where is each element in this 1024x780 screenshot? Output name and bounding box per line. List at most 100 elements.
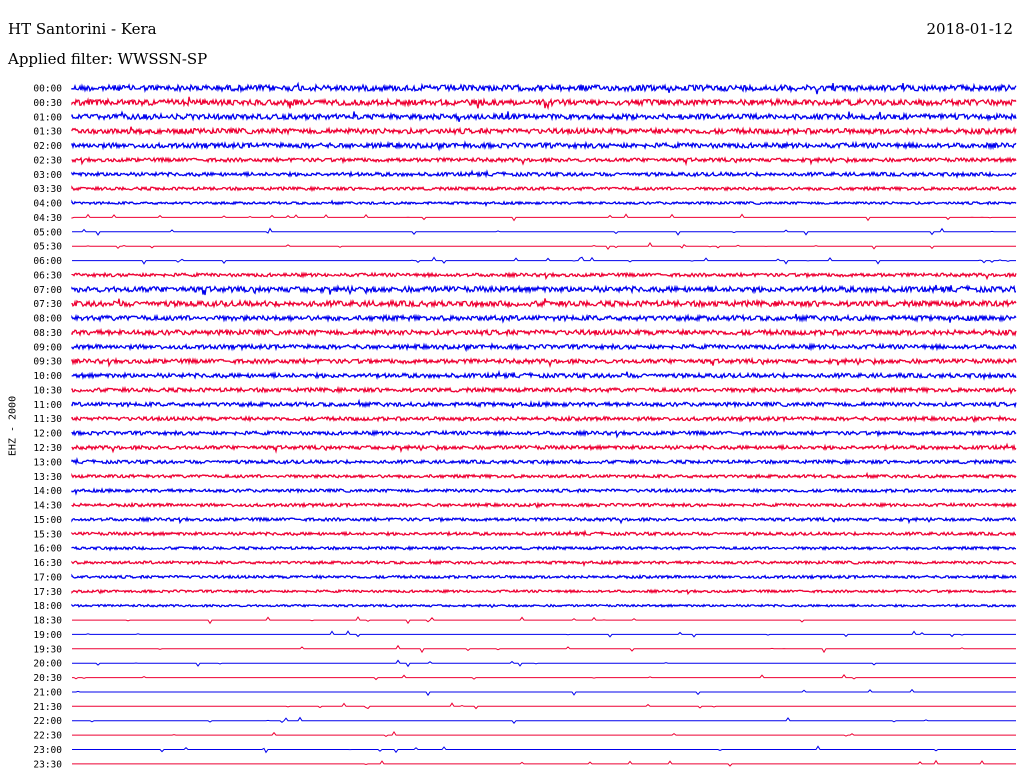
- row-time-label: 12:00: [33, 429, 62, 440]
- trace-row: [71, 271, 1017, 281]
- row-time-label: 07:00: [33, 285, 62, 296]
- trace-row: [71, 126, 1017, 137]
- row-time-label: 01:30: [33, 127, 62, 138]
- row-time-label: 10:00: [33, 371, 62, 382]
- trace-row: [72, 659, 1016, 668]
- trace-row: [71, 81, 1017, 95]
- row-time-label: 10:30: [33, 385, 62, 396]
- trace-row: [72, 759, 1016, 767]
- trace-row: [71, 369, 1017, 381]
- trace-row: [71, 487, 1016, 496]
- trace-row: [71, 313, 1017, 324]
- trace-row: [71, 342, 1017, 353]
- trace-row: [71, 516, 1017, 525]
- trace-row: [71, 199, 1017, 208]
- trace-row: [72, 702, 1016, 710]
- trace-row: [72, 644, 1016, 654]
- row-time-label: 14:30: [33, 501, 62, 512]
- row-time-label: 02:00: [33, 141, 62, 152]
- row-time-label: 03:30: [33, 184, 62, 195]
- trace-row: [72, 630, 1016, 638]
- row-time-label: 19:30: [33, 644, 62, 655]
- row-time-label: 14:00: [33, 486, 62, 497]
- row-time-label: 17:00: [33, 572, 62, 583]
- row-time-label: 04:30: [33, 213, 62, 224]
- row-time-label: 19:00: [33, 630, 62, 641]
- row-time-label: 18:00: [33, 601, 62, 612]
- trace-row: [72, 227, 1016, 236]
- trace-row: [72, 730, 1016, 737]
- trace-row: [71, 558, 1017, 568]
- row-time-label: 05:00: [33, 227, 62, 238]
- trace-row: [71, 185, 1017, 193]
- row-time-label: 15:00: [33, 515, 62, 526]
- row-time-label: 02:30: [33, 155, 62, 166]
- row-time-label: 13:00: [33, 457, 62, 468]
- trace-row: [71, 501, 1017, 509]
- row-time-label: 23:30: [33, 759, 62, 770]
- row-time-label: 22:00: [33, 716, 62, 727]
- station-title: HT Santorini - Kera: [8, 20, 157, 38]
- row-time-label: 20:30: [33, 673, 62, 684]
- row-time-label: 08:30: [33, 328, 62, 339]
- row-time-label: 17:30: [33, 587, 62, 598]
- trace-row: [71, 414, 1017, 424]
- trace-row: [71, 156, 1017, 167]
- row-time-label: 09:30: [33, 357, 62, 368]
- trace-row: [72, 616, 1016, 625]
- row-time-label: 08:00: [33, 314, 62, 325]
- trace-row: [71, 529, 1017, 538]
- trace-row: [71, 356, 1017, 369]
- row-time-label: 22:30: [33, 731, 62, 742]
- trace-row: [71, 110, 1017, 122]
- trace-row: [71, 573, 1017, 581]
- trace-row: [71, 385, 1017, 395]
- row-time-label: 11:30: [33, 414, 62, 425]
- trace-row: [71, 442, 1017, 454]
- trace-row: [71, 471, 1017, 480]
- row-time-label: 20:00: [33, 659, 62, 670]
- trace-row: [72, 256, 1016, 265]
- trace-row: [71, 603, 1017, 609]
- row-time-label: 07:30: [33, 299, 62, 310]
- trace-row: [71, 588, 1017, 596]
- row-time-label: 21:30: [33, 702, 62, 713]
- trace-row: [72, 716, 1016, 725]
- trace-row: [72, 242, 1016, 250]
- trace-row: [72, 745, 1016, 754]
- row-time-label: 13:30: [33, 472, 62, 483]
- trace-row: [71, 298, 1017, 309]
- row-time-label: 01:00: [33, 112, 62, 123]
- row-time-label: 00:00: [33, 84, 62, 95]
- row-time-label: 05:30: [33, 242, 62, 253]
- row-time-label: 11:00: [33, 400, 62, 411]
- trace-row: [71, 284, 1016, 296]
- date-label: 2018-01-12: [926, 20, 1013, 38]
- row-time-label: 23:00: [33, 745, 62, 756]
- row-time-label: 12:30: [33, 443, 62, 454]
- row-time-label: 21:00: [33, 687, 62, 698]
- row-time-label: 04:00: [33, 199, 62, 210]
- trace-row: [71, 213, 1016, 222]
- trace-row: [71, 398, 1017, 409]
- trace-row: [71, 327, 1017, 338]
- trace-row: [71, 429, 1017, 439]
- trace-row: [72, 688, 1016, 697]
- trace-row: [71, 457, 1017, 467]
- trace-row: [71, 96, 1017, 111]
- row-time-label: 16:30: [33, 558, 62, 569]
- row-time-label: 06:00: [33, 256, 62, 267]
- trace-row: [71, 545, 1017, 552]
- trace-row: [72, 673, 1016, 681]
- row-time-label: 03:00: [33, 170, 62, 181]
- filter-label: Applied filter: WWSSN-SP: [8, 50, 208, 68]
- row-time-label: 16:00: [33, 544, 62, 555]
- row-time-label: 15:30: [33, 529, 62, 540]
- row-time-label: 00:30: [33, 98, 62, 109]
- trace-row: [71, 140, 1017, 152]
- row-time-label: 09:00: [33, 342, 62, 353]
- trace-row: [71, 169, 1017, 179]
- row-time-label: 06:30: [33, 270, 62, 281]
- row-time-label: 18:30: [33, 616, 62, 627]
